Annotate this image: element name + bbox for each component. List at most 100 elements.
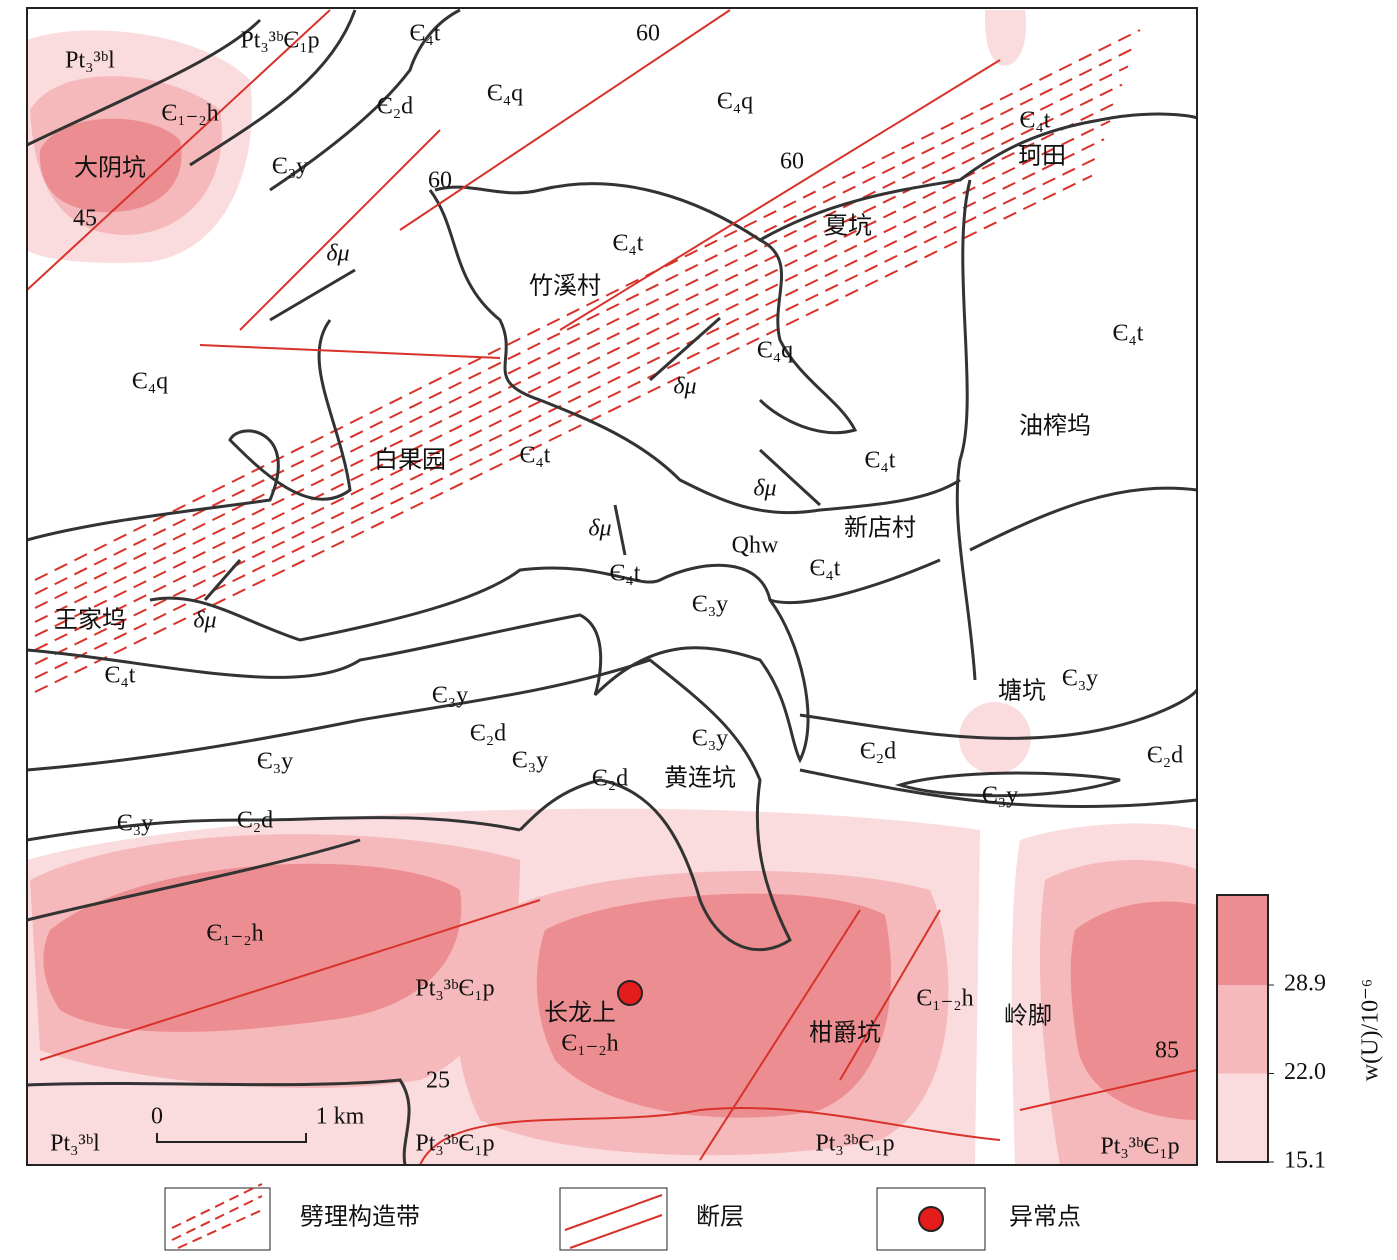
colorbar-title: w(U)/10⁻⁶ — [1358, 979, 1384, 1081]
strata-label: Є₄t — [410, 21, 441, 47]
strata-label: Qhw — [732, 533, 779, 559]
contact-line — [149, 558, 941, 642]
faults — [26, 9, 1198, 1166]
place-name: 长龙上 — [544, 1000, 616, 1027]
contact-line — [26, 319, 352, 542]
place-name: 白果园 — [374, 447, 446, 474]
strata-label: Є₁₋₂h — [916, 986, 973, 1012]
cleavage-zone — [34, 29, 1141, 693]
legend-box — [876, 1187, 986, 1251]
contacts — [26, 8, 1199, 1166]
scale-label: 1 km — [316, 1104, 365, 1130]
strata-label: Є₃y — [692, 592, 728, 618]
contact-line — [26, 658, 792, 952]
scale-bar: 0 1 km — [151, 1104, 365, 1143]
strata-label: Є₃y — [692, 726, 728, 752]
cleavage-line — [34, 138, 1105, 665]
cleavage-line — [34, 47, 1135, 595]
strata-label: Є₄q — [717, 89, 753, 115]
contact-line — [799, 689, 1199, 740]
strata-label: Є₁₋₂h — [561, 1031, 618, 1057]
dip-angle: 60 — [428, 168, 452, 194]
place-name: 油榨坞 — [1019, 413, 1091, 440]
strata-label: Pt₃³ᵇl — [50, 1131, 100, 1157]
strata-label: Є₂d — [1147, 743, 1183, 769]
strata-label: Є₃y — [257, 749, 293, 775]
strata-label: Pt₃³ᵇЄ₁p — [415, 1131, 494, 1157]
colorbar: 28.9 22.0 15.1 — [1216, 894, 1326, 1174]
legend-box — [164, 1187, 271, 1251]
fault-line — [699, 909, 941, 1161]
place-name: 岭脚 — [1004, 1003, 1052, 1030]
intrusion-label: δμ — [588, 516, 611, 542]
intrusion-label: δμ — [673, 374, 696, 400]
anomaly-high — [536, 893, 892, 1118]
dip-angle: 60 — [780, 149, 804, 175]
scale-line — [156, 1133, 307, 1143]
legend-fault — [564, 1194, 663, 1249]
strata-label: Є₂d — [860, 739, 896, 765]
strata-label: Є₄t — [610, 561, 641, 587]
contact-line — [203, 268, 822, 601]
strata-label: Є₃y — [1062, 666, 1098, 692]
colorbar-band — [1217, 895, 1268, 985]
map-frame — [26, 7, 1198, 1166]
contact-line — [26, 18, 262, 147]
anomaly-low — [985, 10, 1026, 66]
colorbar-band — [1217, 1073, 1268, 1162]
fault-line — [26, 9, 331, 291]
cleavage-line — [34, 174, 1093, 693]
strata-label: Є₂d — [470, 721, 506, 747]
contact-line — [894, 771, 1121, 798]
strata-label: Є₃y — [272, 154, 308, 180]
strata-label: Є₄q — [487, 81, 523, 107]
contact-line — [434, 112, 1198, 242]
strata-label: Є₁₋₂h — [161, 101, 218, 127]
strata-label: Є₄t — [613, 231, 644, 257]
legend-point — [918, 1206, 944, 1232]
dip-angle: 60 — [636, 21, 660, 47]
strata-label: Є₄t — [810, 556, 841, 582]
contact-line — [969, 486, 1198, 552]
contact-line — [955, 179, 977, 681]
dip-angle: 45 — [73, 206, 97, 232]
contact-line — [26, 1078, 411, 1166]
strata-label: Є₄t — [865, 448, 896, 474]
fault-line — [199, 344, 501, 359]
strata-label: Pt₃³ᵇl — [65, 48, 115, 74]
contact-line — [269, 8, 461, 192]
place-name: 珂田 — [1018, 144, 1066, 170]
contact-line — [26, 838, 361, 922]
colorbar-tick-label: 28.9 — [1284, 971, 1326, 997]
strata-label: Є₄q — [132, 369, 168, 395]
fault-line — [559, 59, 1001, 331]
contact-line — [428, 189, 961, 515]
legend: 劈理构造带 断层 异常点 — [164, 1183, 1081, 1251]
place-name: 竹溪村 — [529, 273, 601, 300]
scale-label: 0 — [151, 1104, 163, 1130]
anomaly-high — [1070, 901, 1197, 1120]
fault-line — [419, 1107, 1001, 1166]
strata-label: Є₃y — [117, 811, 153, 837]
place-name: 黄连坑 — [664, 765, 736, 792]
legend-label: 断层 — [696, 1204, 744, 1231]
colorbar-tick-label: 15.1 — [1284, 1148, 1326, 1174]
intrusion-label: δμ — [326, 241, 349, 267]
cleavage-line — [34, 120, 1111, 651]
legend-label: 异常点 — [1009, 1204, 1081, 1231]
anomaly-point — [617, 980, 643, 1006]
contact-line — [189, 9, 357, 167]
colorbar-band — [1217, 985, 1268, 1074]
cleavage-line — [34, 101, 1117, 637]
anomaly-high — [43, 863, 462, 1032]
colorbar-tick-label: 22.0 — [1284, 1059, 1326, 1085]
strata-label: Є₄t — [1020, 108, 1051, 134]
place-name: 新店村 — [844, 515, 916, 542]
legend-box — [559, 1187, 668, 1251]
dip-angle: 85 — [1155, 1038, 1179, 1064]
strata-label: Є₃y — [512, 748, 548, 774]
strata-label: Pt₃³ᵇЄ₁p — [240, 28, 319, 54]
intrusion-label: δμ — [193, 608, 216, 634]
strata-label: Є₄t — [520, 443, 551, 469]
